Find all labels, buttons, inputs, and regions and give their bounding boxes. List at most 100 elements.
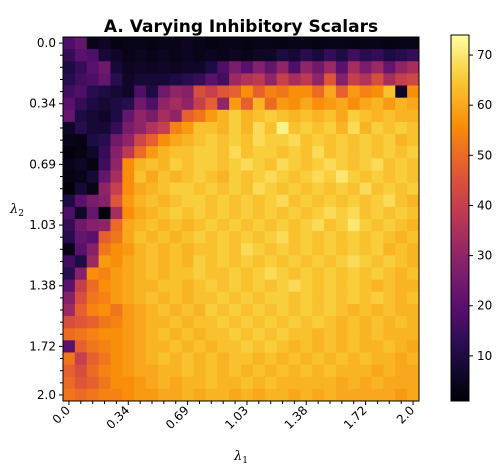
heatmap-cell [181, 182, 194, 196]
heatmap-cell [383, 49, 396, 62]
heatmap-cell [122, 146, 135, 159]
heatmap-cell [407, 194, 420, 208]
heatmap-cell [63, 340, 76, 353]
heatmap-cell [383, 279, 396, 293]
heatmap-cell [98, 73, 111, 86]
heatmap-cell [383, 219, 396, 232]
heatmap-cell [395, 182, 408, 196]
heatmap-cell [157, 291, 171, 305]
heatmap-cell [74, 49, 88, 62]
heatmap-cell [74, 303, 88, 317]
heatmap-cell [383, 231, 396, 244]
heatmap-cell [288, 73, 301, 86]
heatmap-cell [205, 37, 218, 50]
heatmap-cell [146, 364, 159, 378]
heatmap-cell [371, 279, 384, 293]
heatmap-cell [98, 303, 111, 317]
heatmap-cell [324, 194, 337, 208]
heatmap-cell [264, 219, 277, 232]
heatmap-cell [395, 170, 408, 183]
heatmap-cell [371, 182, 384, 196]
heatmap-cell [134, 243, 147, 256]
heatmap-cell [86, 73, 99, 86]
heatmap-cell [229, 158, 242, 171]
heatmap-cell [110, 146, 123, 159]
heatmap-cell [98, 376, 111, 390]
heatmap-cell [288, 206, 301, 220]
heatmap-cell [157, 61, 171, 74]
heatmap-cell [217, 37, 230, 50]
heatmap-cell [300, 388, 313, 402]
heatmap-cell [335, 121, 349, 135]
heatmap-cell [276, 340, 289, 353]
heatmap-cell [98, 231, 111, 244]
heatmap-cell [264, 279, 277, 293]
heatmap-cell [169, 61, 183, 74]
heatmap-cell [335, 279, 349, 293]
heatmap-cell [264, 37, 277, 50]
heatmap-cell [288, 279, 301, 293]
heatmap-cell [193, 388, 206, 402]
heatmap-cell [74, 194, 88, 208]
heatmap-cell [146, 291, 159, 305]
heatmap-cell [110, 291, 123, 305]
heatmap-cell [264, 243, 277, 256]
heatmap-cell [110, 231, 123, 244]
heatmap-cell [276, 49, 289, 62]
heatmap-cell [264, 291, 277, 305]
heatmap-cell [169, 73, 183, 86]
heatmap-cell [407, 206, 420, 220]
heatmap-cell [359, 267, 372, 281]
heatmap-cell [383, 61, 396, 74]
heatmap-cell [359, 146, 372, 159]
heatmap-cell [98, 97, 111, 111]
heatmap-cell [86, 231, 99, 244]
heatmap-cell [347, 170, 361, 183]
heatmap-cell [110, 219, 123, 232]
heatmap-cell [146, 279, 159, 293]
heatmap-cell [252, 243, 266, 256]
heatmap-cell [86, 279, 99, 293]
heatmap-cell [63, 49, 76, 62]
heatmap-cell [252, 37, 266, 50]
heatmap-cell [383, 121, 396, 135]
heatmap-cell [312, 121, 325, 135]
heatmap-cell [359, 388, 372, 402]
heatmap-cell [241, 279, 254, 293]
heatmap-cell [383, 388, 396, 402]
heatmap-cell [407, 388, 420, 402]
heatmap-cell [407, 340, 420, 353]
heatmap-cell [134, 182, 147, 196]
heatmap-cell [157, 231, 171, 244]
heatmap-cell [146, 37, 159, 50]
heatmap-cell [229, 49, 242, 62]
heatmap-cell [312, 388, 325, 402]
heatmap-cell [217, 194, 230, 208]
heatmap-cell [134, 267, 147, 281]
heatmap-cell [217, 158, 230, 171]
heatmap-cell [359, 328, 372, 341]
heatmap-cell [169, 376, 183, 390]
heatmap-cell [134, 303, 147, 317]
heatmap-cell [146, 206, 159, 220]
heatmap-cell [169, 37, 183, 50]
heatmap-cell [157, 134, 171, 147]
heatmap-cell [181, 328, 194, 341]
heatmap-cell [229, 85, 242, 99]
heatmap-cell [335, 243, 349, 256]
heatmap-cell [407, 121, 420, 135]
heatmap-cell [110, 255, 123, 268]
heatmap-cell [264, 255, 277, 268]
heatmap-cell [312, 206, 325, 220]
heatmap-cell [146, 109, 159, 123]
heatmap-cell [181, 134, 194, 147]
heatmap-cell [407, 85, 420, 99]
heatmap-cell [169, 49, 183, 62]
heatmap-cell [122, 37, 135, 50]
heatmap-cell [300, 37, 313, 50]
heatmap-cell [134, 206, 147, 220]
heatmap-cell [407, 146, 420, 159]
heatmap-cell [86, 49, 99, 62]
heatmap-cell [252, 206, 266, 220]
heatmap-cell [205, 255, 218, 268]
